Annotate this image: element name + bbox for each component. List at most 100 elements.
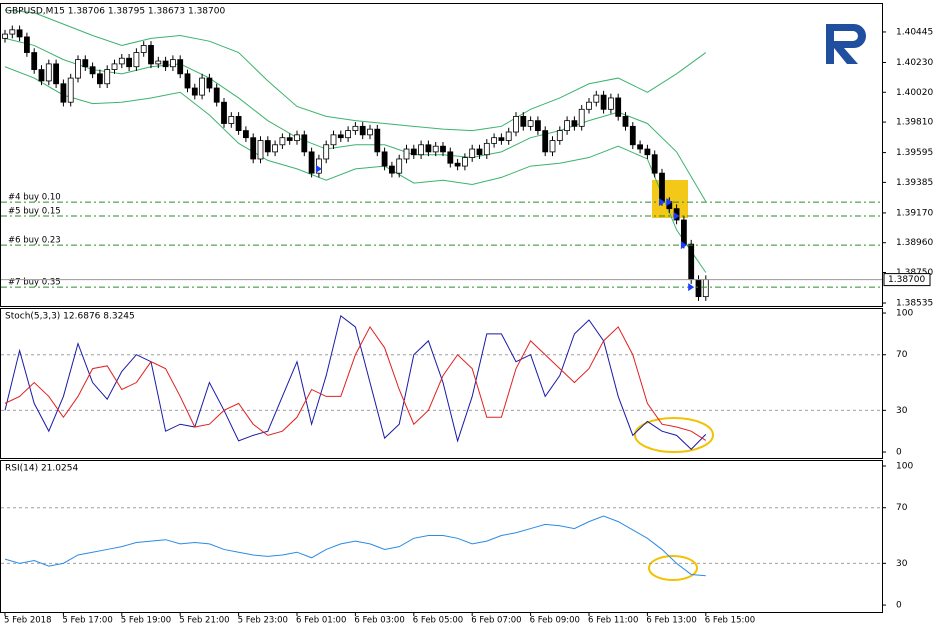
logo-mark — [826, 24, 866, 64]
x-tick-label: 6 Feb 05:00 — [413, 616, 463, 626]
candle-body — [67, 77, 74, 103]
candle-body — [388, 165, 395, 174]
candle-body — [308, 151, 315, 174]
candle-body — [688, 243, 695, 281]
y-tick-label: 1.40020 — [896, 88, 933, 98]
order-label: #4 buy 0.10 — [8, 193, 61, 203]
candle-body — [498, 137, 505, 141]
candle-body — [556, 130, 563, 141]
candle-body — [169, 59, 176, 68]
candle-body — [345, 130, 352, 139]
candle-body — [410, 148, 417, 156]
candle-body — [381, 151, 388, 167]
candle-body — [476, 148, 483, 156]
candle-body — [264, 140, 271, 153]
x-tick-label: 5 Feb 21:00 — [179, 616, 229, 626]
candle-body — [272, 144, 279, 153]
indicator-line — [4, 325, 707, 441]
candle-body — [53, 63, 59, 85]
candle-body — [564, 120, 570, 131]
candle-body — [644, 148, 651, 156]
y-tick-label: 1.38535 — [896, 299, 933, 309]
x-tick-label: 6 Feb 01:00 — [296, 616, 346, 626]
candle-body — [191, 87, 198, 96]
candle-body — [294, 134, 300, 141]
x-tick-label: 5 Feb 2018 — [4, 616, 52, 626]
panel-title: GBPUSD,M15 1.38706 1.38795 1.38673 1.387… — [5, 7, 225, 17]
buy-marker — [659, 198, 665, 207]
candle-body — [622, 115, 629, 127]
candle-body — [549, 140, 556, 153]
y-tick-label: 1.39810 — [896, 118, 933, 128]
candle-body — [9, 29, 16, 35]
candle-body — [629, 125, 636, 146]
candle-body — [593, 94, 600, 103]
candle-body — [367, 128, 373, 136]
candle-body — [469, 148, 476, 158]
y-tick-label: 1.39385 — [896, 178, 933, 188]
candle-body — [586, 101, 592, 110]
candle-body — [418, 144, 425, 156]
candle-body — [454, 162, 461, 167]
candle-body — [177, 59, 184, 75]
x-tick-label: 5 Feb 17:00 — [62, 616, 112, 626]
candle-body — [505, 131, 512, 141]
x-tick-label: 6 Feb 03:00 — [354, 616, 404, 626]
candle-body — [60, 83, 67, 103]
y-tick-label: 1.38750 — [896, 268, 933, 278]
x-tick-label: 5 Feb 19:00 — [121, 616, 171, 626]
candle-body — [2, 33, 8, 39]
candle-body — [440, 145, 446, 153]
candle-body — [608, 97, 614, 110]
plot-layer: 1.40445 1.40230 1.40020 1.39810 1.39595 1.393… — [1, 7, 933, 626]
indicator-line — [4, 314, 707, 450]
candle-body — [600, 94, 607, 110]
logo — [826, 24, 866, 64]
order-label: #7 buy 0.35 — [8, 278, 61, 288]
order-label: #6 buy 0.23 — [8, 236, 61, 246]
candle-body — [461, 157, 468, 167]
candle-body — [425, 144, 432, 153]
candle-body — [235, 115, 242, 131]
candle-body — [213, 87, 220, 103]
candle-body — [513, 115, 519, 133]
buy-marker — [688, 283, 695, 292]
candle-body — [491, 137, 498, 144]
stoch-panel — [0, 308, 883, 459]
y-tick-label: 30 — [896, 559, 908, 569]
x-tick-label: 6 Feb 07:00 — [471, 616, 521, 626]
indicator-line — [4, 515, 706, 577]
y-tick-label: 1.38960 — [896, 238, 933, 248]
order-label: #5 buy 0.15 — [8, 207, 61, 217]
y-tick-label: 100 — [896, 462, 913, 472]
x-tick-label: 6 Feb 15:00 — [705, 616, 755, 626]
candle-body — [352, 125, 359, 131]
y-tick-label: 1.40230 — [896, 58, 933, 68]
candle-body — [140, 45, 147, 53]
candle-body — [695, 279, 702, 298]
y-tick-label: 0 — [896, 601, 902, 611]
y-tick-label: 100 — [896, 309, 913, 319]
candle-body — [535, 120, 541, 131]
main-panel — [0, 3, 883, 307]
candle-body — [184, 73, 191, 89]
candle-body — [301, 134, 308, 153]
candle-body — [520, 115, 527, 127]
candle-body — [659, 172, 665, 202]
candle-body — [199, 77, 206, 96]
candle-body — [403, 148, 410, 160]
candle-body — [615, 97, 622, 117]
candle-body — [571, 120, 578, 127]
candle-body — [323, 144, 330, 160]
x-tick-label: 6 Feb 13:00 — [646, 616, 696, 626]
candle-body — [359, 125, 366, 136]
x-tick-label: 5 Feb 23:00 — [238, 616, 288, 626]
candle-body — [527, 120, 534, 127]
candle-body — [681, 219, 687, 245]
buy-marker — [673, 212, 680, 221]
band-line — [4, 9, 707, 132]
rsi-panel — [0, 460, 883, 613]
panel-title: RSI(14) 21.0254 — [5, 464, 78, 474]
